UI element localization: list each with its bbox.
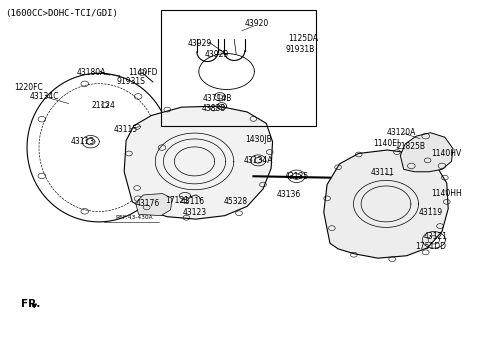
Text: 1140HV: 1140HV [432, 149, 462, 158]
Polygon shape [324, 150, 448, 258]
Text: 43116: 43116 [181, 197, 205, 206]
Text: 17121: 17121 [165, 196, 189, 205]
Text: FR.: FR. [21, 299, 40, 309]
Text: 43929: 43929 [205, 50, 229, 59]
Text: 43119: 43119 [419, 208, 443, 217]
Text: 1220FC: 1220FC [14, 83, 43, 92]
Text: 43113: 43113 [71, 137, 95, 146]
Text: 43136: 43136 [276, 191, 301, 200]
Polygon shape [124, 106, 273, 219]
Polygon shape [400, 133, 453, 172]
Text: 1140FD: 1140FD [129, 68, 158, 77]
Text: 43920: 43920 [245, 19, 269, 28]
Text: 43111: 43111 [371, 168, 395, 177]
Text: 43120A: 43120A [387, 128, 417, 137]
Text: 1140EJ: 1140EJ [373, 138, 399, 147]
Text: 43180A: 43180A [77, 68, 106, 77]
Text: 43714B: 43714B [203, 94, 232, 103]
Text: 43115: 43115 [114, 125, 138, 134]
Text: 91931S: 91931S [117, 77, 145, 86]
Text: 43134A: 43134A [243, 156, 273, 165]
Text: (1600CC>DOHC-TCI/GDI): (1600CC>DOHC-TCI/GDI) [5, 9, 119, 18]
Text: 21825B: 21825B [397, 142, 426, 151]
Text: 43121: 43121 [423, 232, 447, 241]
Text: 43929: 43929 [187, 40, 212, 48]
Text: 1430JB: 1430JB [245, 135, 272, 144]
Text: REF:43-430A: REF:43-430A [115, 215, 153, 220]
Text: 1140HH: 1140HH [432, 189, 462, 198]
Text: 43176: 43176 [136, 200, 160, 209]
Text: 21124: 21124 [92, 101, 116, 110]
Polygon shape [136, 194, 172, 216]
Text: 45328: 45328 [224, 197, 248, 206]
Text: 43134C: 43134C [30, 92, 60, 101]
Text: 43838: 43838 [202, 104, 226, 113]
Text: 91931B: 91931B [285, 45, 314, 54]
Text: 43135: 43135 [284, 172, 309, 181]
Bar [161, 10, 316, 126]
Text: 1125DA: 1125DA [288, 34, 318, 43]
Text: 1751DD: 1751DD [415, 242, 446, 251]
Text: 43123: 43123 [182, 208, 206, 217]
